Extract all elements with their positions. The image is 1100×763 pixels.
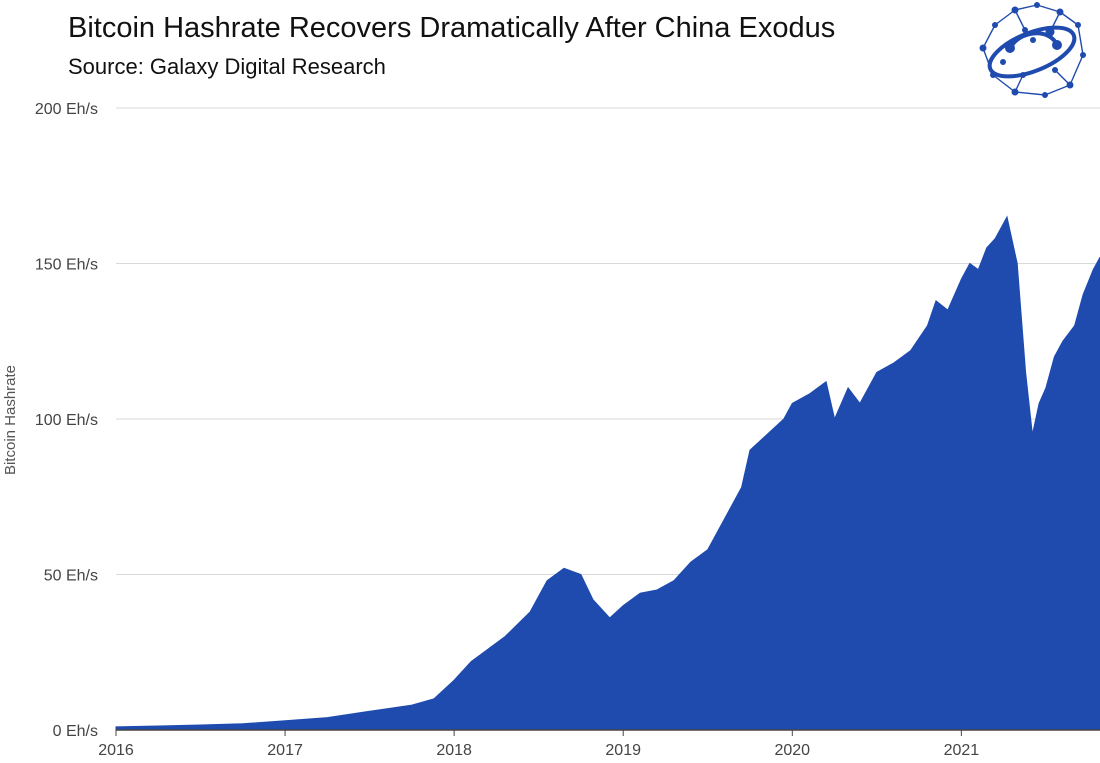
chart-subtitle: Source: Galaxy Digital Research xyxy=(68,54,386,79)
x-tick-label-3: 2019 xyxy=(605,742,641,759)
hashrate-area xyxy=(115,215,1100,731)
y-tick-label-2: 100 Eh/s xyxy=(35,412,98,429)
y-tick-label-4: 200 Eh/s xyxy=(35,101,98,118)
x-tick-label-2: 2018 xyxy=(436,742,472,759)
y-tick-label-0: 0 Eh/s xyxy=(53,723,98,740)
axis-layer xyxy=(115,729,1100,736)
y-tick-label-3: 150 Eh/s xyxy=(35,257,98,274)
x-tick-labels: 2016 2017 2018 2019 2020 2021 xyxy=(98,742,979,759)
x-tick-label-0: 2016 xyxy=(98,742,134,759)
chart-title: Bitcoin Hashrate Recovers Dramatically A… xyxy=(68,12,836,44)
y-axis-title: Bitcoin Hashrate xyxy=(2,365,19,475)
x-tick-label-1: 2017 xyxy=(267,742,303,759)
y-tick-labels: 0 Eh/s 50 Eh/s 100 Eh/s 150 Eh/s 200 Eh/s xyxy=(35,101,98,740)
galaxy-network-orbit-icon xyxy=(979,2,1086,98)
y-tick-label-1: 50 Eh/s xyxy=(44,568,98,585)
x-tick-label-4: 2020 xyxy=(774,742,810,759)
x-tick-label-5: 2021 xyxy=(944,742,980,759)
area-series-layer xyxy=(115,215,1100,731)
